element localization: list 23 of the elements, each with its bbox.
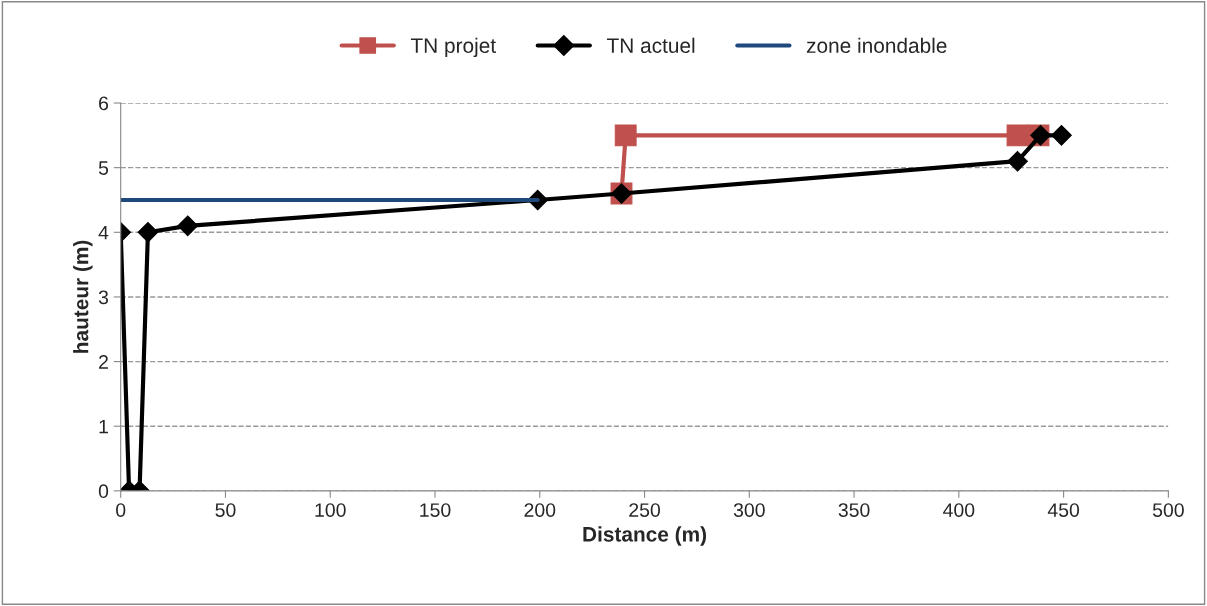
y-tick-label: 3 xyxy=(98,290,109,305)
y-tick-label: 5 xyxy=(98,161,109,175)
x-tick-label: 450 xyxy=(1047,503,1080,517)
x-tick-label: 0 xyxy=(116,503,126,517)
y-tick-label: 6 xyxy=(99,96,109,111)
y-tick-label: 0 xyxy=(98,484,109,499)
y-tick-label: 1 xyxy=(99,419,108,434)
x-axis-title: Distance (m) xyxy=(583,526,707,546)
legend-label: zone inondable xyxy=(806,37,947,53)
x-tick-label: 50 xyxy=(215,503,236,517)
x-tick-label: 200 xyxy=(524,503,556,517)
x-tick-label: 250 xyxy=(629,503,660,517)
x-tick-label: 350 xyxy=(838,503,870,517)
y-tick-label: 4 xyxy=(98,225,109,240)
x-tick-label: 500 xyxy=(1152,503,1184,517)
x-tick-label: 300 xyxy=(733,503,765,517)
y-tick-label: 2 xyxy=(99,355,108,369)
x-tick-label: 100 xyxy=(315,503,346,517)
x-tick-label: 400 xyxy=(943,503,975,517)
y-axis-title: hauteur (m) xyxy=(73,240,93,353)
legend-label: TN actuel xyxy=(606,37,695,53)
x-tick-label: 150 xyxy=(420,503,451,517)
legend-label: TN projet xyxy=(410,37,496,58)
